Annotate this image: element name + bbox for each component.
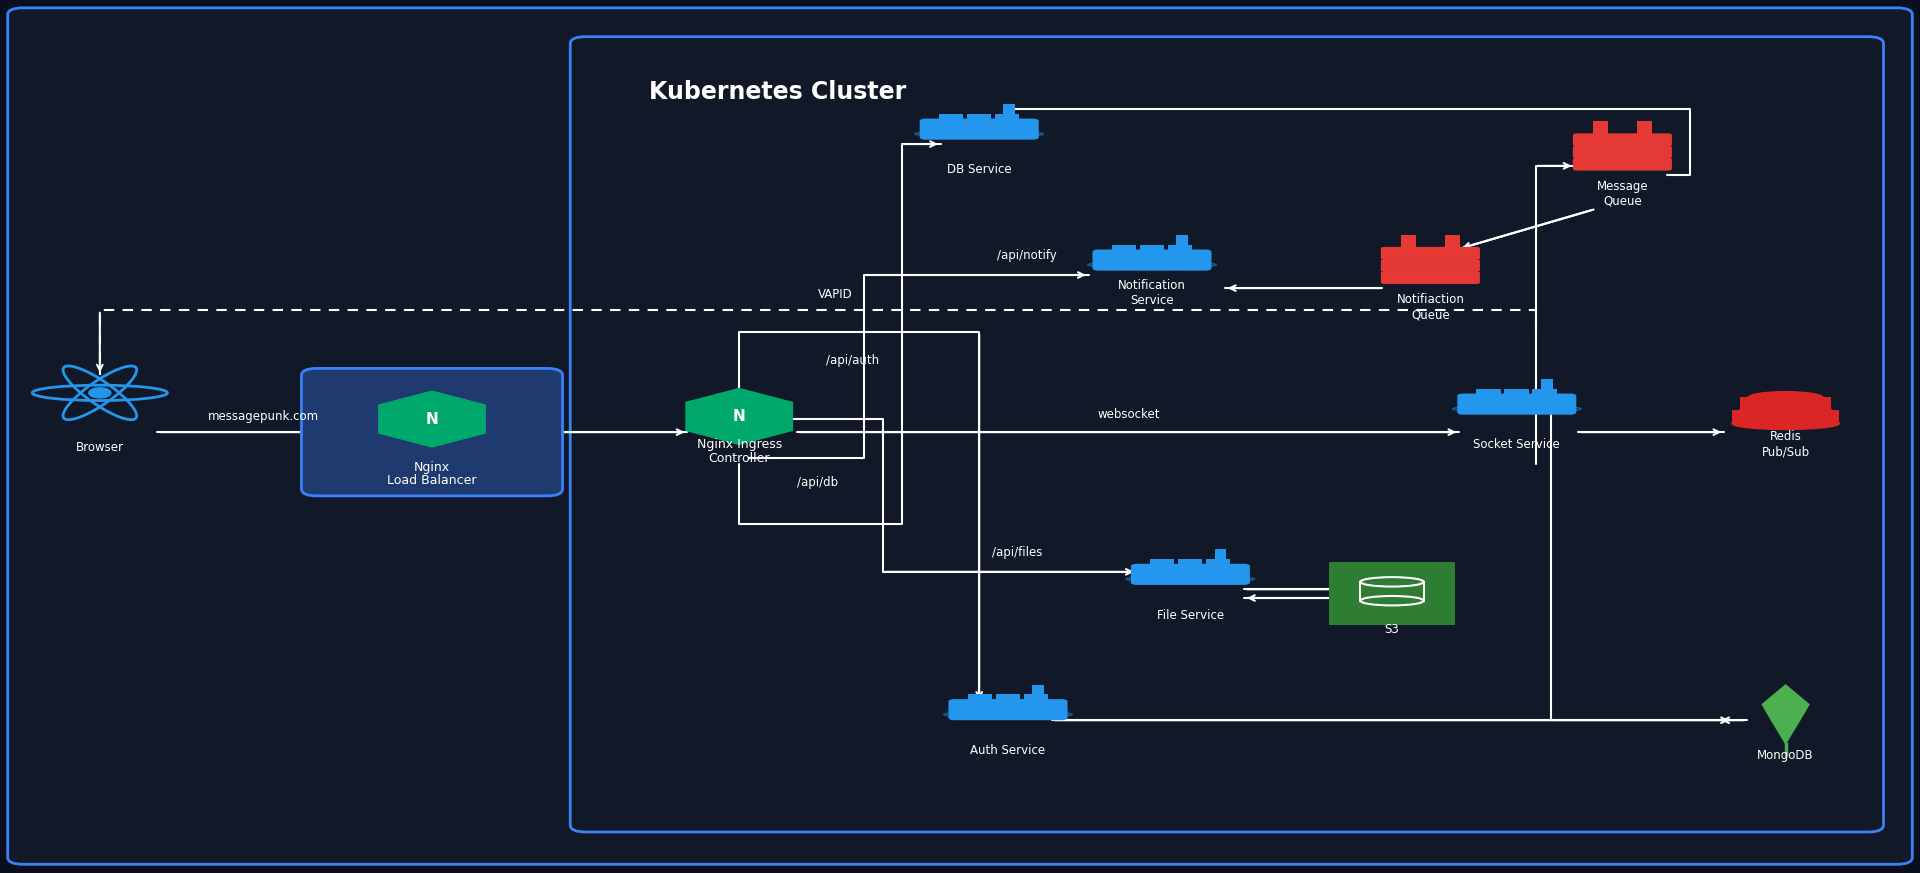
Bar (1532, 388, 1557, 397)
FancyBboxPatch shape (1572, 158, 1672, 170)
FancyBboxPatch shape (1572, 134, 1672, 146)
FancyBboxPatch shape (1457, 394, 1576, 415)
FancyBboxPatch shape (1380, 247, 1480, 259)
FancyBboxPatch shape (301, 368, 563, 496)
Text: S3: S3 (1384, 622, 1400, 636)
Bar (1206, 559, 1231, 567)
Bar (1505, 388, 1528, 397)
Bar (1140, 244, 1164, 253)
Bar (1542, 379, 1553, 390)
FancyBboxPatch shape (1131, 564, 1250, 585)
Bar (1732, 410, 1839, 423)
Text: Notification
Service: Notification Service (1117, 279, 1187, 307)
FancyBboxPatch shape (948, 699, 1068, 720)
Text: Auth Service: Auth Service (970, 744, 1046, 757)
Text: Notifiaction
Queue: Notifiaction Queue (1396, 293, 1465, 321)
Bar (1402, 235, 1415, 250)
Bar (939, 113, 964, 122)
Ellipse shape (1125, 574, 1256, 583)
Text: Browser: Browser (75, 441, 123, 454)
FancyBboxPatch shape (1092, 250, 1212, 271)
Text: Load Balancer: Load Balancer (388, 474, 476, 487)
Bar (1638, 121, 1651, 136)
FancyBboxPatch shape (1380, 259, 1480, 272)
Text: Kubernetes Cluster: Kubernetes Cluster (649, 79, 906, 104)
Circle shape (88, 388, 111, 398)
Bar (995, 113, 1020, 122)
Bar (996, 694, 1020, 703)
Text: messagepunk.com: messagepunk.com (207, 410, 319, 423)
Text: File Service: File Service (1158, 608, 1223, 622)
Bar (1004, 104, 1016, 115)
Text: /api/files: /api/files (993, 546, 1043, 559)
Text: /api/db: /api/db (797, 476, 837, 489)
Text: Controller: Controller (708, 452, 770, 465)
Bar (1023, 694, 1048, 703)
Ellipse shape (1740, 404, 1832, 416)
FancyBboxPatch shape (570, 37, 1884, 832)
Bar (1446, 235, 1459, 250)
Text: VAPID: VAPID (818, 288, 852, 301)
FancyBboxPatch shape (1572, 146, 1672, 158)
Text: DB Service: DB Service (947, 163, 1012, 176)
Bar (1033, 684, 1044, 696)
Text: websocket: websocket (1098, 408, 1160, 421)
Ellipse shape (1452, 404, 1582, 413)
Text: N: N (733, 409, 745, 424)
Polygon shape (1763, 685, 1809, 744)
Ellipse shape (914, 129, 1044, 138)
Bar (968, 113, 991, 122)
Ellipse shape (943, 710, 1073, 718)
Bar (1594, 121, 1607, 136)
Bar (1179, 559, 1202, 567)
Ellipse shape (1087, 260, 1217, 269)
Bar (1740, 396, 1832, 410)
Bar (1476, 388, 1501, 397)
Text: Nginx Ingress: Nginx Ingress (697, 438, 781, 451)
Bar (1215, 549, 1227, 560)
Bar (1167, 244, 1192, 253)
Text: Message
Queue: Message Queue (1597, 180, 1647, 208)
Ellipse shape (1747, 392, 1824, 404)
Bar (1177, 235, 1188, 246)
Text: Nginx: Nginx (415, 461, 449, 474)
Text: /api/notify: /api/notify (996, 249, 1058, 262)
FancyBboxPatch shape (8, 8, 1912, 864)
Text: Socket Service: Socket Service (1473, 438, 1561, 451)
Bar (1112, 244, 1137, 253)
Bar (1329, 562, 1455, 625)
Text: N: N (426, 411, 438, 427)
Bar (1150, 559, 1175, 567)
Text: Redis
Pub/Sub: Redis Pub/Sub (1761, 430, 1811, 458)
Bar (968, 694, 993, 703)
Ellipse shape (1732, 417, 1839, 430)
FancyBboxPatch shape (1380, 272, 1480, 284)
Text: /api/auth: /api/auth (826, 354, 879, 367)
Text: MongoDB: MongoDB (1757, 749, 1814, 762)
FancyBboxPatch shape (920, 119, 1039, 140)
